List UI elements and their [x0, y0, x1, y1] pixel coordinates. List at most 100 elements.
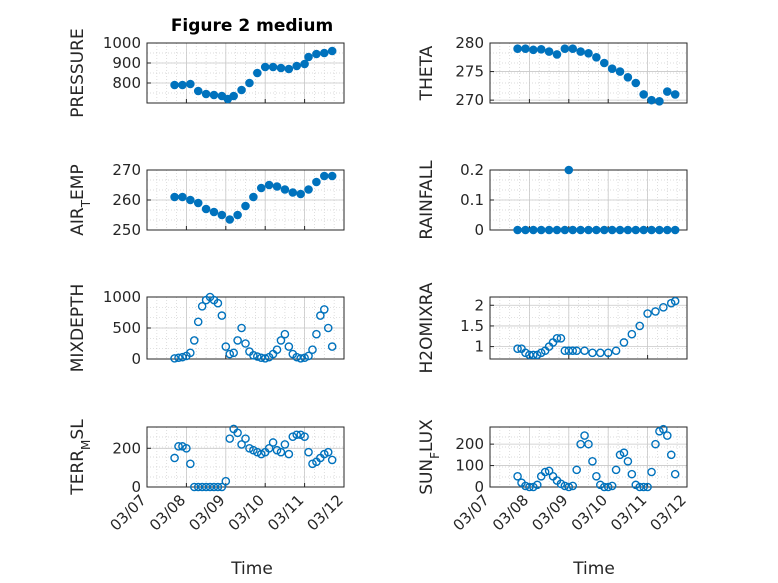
panel-air-temp-point [256, 183, 266, 193]
panel-terr-msl-point [233, 428, 242, 438]
panel-air-temp-point [296, 189, 305, 199]
panel-mixdepth-ytick-label: 500 [112, 319, 141, 337]
panel-pressure-point [237, 85, 246, 95]
panel-sun-flux-xtick-label: 03/10 [568, 491, 611, 534]
panel-theta-point [607, 64, 617, 74]
panel-rainfall-point [639, 225, 648, 235]
panel-air-temp-point [272, 182, 282, 191]
panel-air-temp-ytick-label: 270 [112, 161, 141, 179]
panel-terr-msl-point [237, 440, 246, 449]
panel-mixdepth-point [186, 348, 195, 358]
panel-sun-flux-point [536, 471, 546, 481]
panel-terr-msl-point [221, 476, 231, 486]
panel-sun-flux-point [588, 456, 597, 466]
panel-pressure-point [229, 91, 238, 101]
panel-air-temp-point [319, 171, 329, 181]
panel-rainfall-ylabel: RAINFALL [417, 160, 437, 240]
panel-terr-msl-point [304, 447, 313, 457]
panel-theta-point [544, 47, 554, 56]
panel-pressure-point [327, 46, 337, 56]
panel-rainfall-point [584, 225, 593, 235]
panel-theta-point [584, 48, 593, 58]
panel-mixdepth-point [280, 329, 290, 339]
panel-terr-msl-point [284, 449, 294, 459]
panel-sun-flux-point [643, 482, 652, 492]
panel-sun-flux-point [564, 482, 574, 492]
panel-sun-flux-point [666, 450, 676, 460]
panel-mixdepth-point [193, 317, 203, 327]
panel-terr-msl-point [217, 482, 227, 492]
panel-sun-flux-point [623, 456, 633, 466]
panel-pressure-ytick-label: 800 [112, 74, 141, 92]
panel-theta-ylabel: THETA [417, 45, 437, 101]
panel-h2omixra-point [635, 321, 645, 331]
panel-sun-flux-point [670, 469, 680, 479]
panel-rainfall-point [536, 225, 546, 235]
panel-mixdepth-ytick-label: 0 [131, 350, 141, 368]
panel-sun-flux-point [592, 471, 601, 481]
panel-mixdepth-ylabel: MIXDEPTH [68, 284, 88, 373]
panel-pressure-point [276, 63, 286, 73]
panel-sun-flux-point [651, 439, 660, 449]
panel-rainfall-ytick-label: 0.1 [460, 191, 484, 209]
panel-sun-flux-point [521, 481, 530, 491]
panel-mixdepth-point [300, 353, 309, 363]
panel-h2omixra-point [552, 334, 562, 343]
panel-h2omixra-point [568, 346, 578, 356]
panel-h2omixra-point [603, 348, 613, 358]
panel-terr-msl-point [241, 434, 250, 443]
panel-terr-msl-ylabel: TERRMSL [68, 419, 93, 496]
panel-sun-flux-point [568, 481, 578, 491]
panel-sun-flux-axes [489, 426, 688, 488]
panel-theta-axes [489, 42, 688, 104]
panel-terr-msl-point [182, 443, 191, 453]
panel-terr-msl-xtick-label: 03/12 [304, 491, 347, 534]
panel-theta-point [615, 67, 625, 76]
panel-sun-flux-xtick-label: 03/11 [607, 491, 650, 534]
panel-mixdepth-ytick-label: 1000 [103, 288, 141, 306]
panel-air-temp-point [225, 215, 235, 224]
panel-h2omixra-point [580, 346, 589, 356]
panel-sun-flux-point [627, 469, 637, 479]
panel-h2omixra-ytick-label: 2 [474, 296, 484, 314]
panel-theta-point [655, 96, 664, 106]
panel-sun-flux-point [525, 482, 534, 492]
panel-rainfall-point [552, 225, 562, 235]
panel-theta-point [663, 87, 672, 96]
panel-terr-msl-point [276, 447, 286, 457]
panel-sun-flux-point [513, 471, 522, 481]
panel-h2omixra-ytick-label: 1 [474, 338, 484, 356]
panel-pressure-point [245, 78, 254, 88]
panel-mixdepth-point [217, 311, 227, 320]
panel-rainfall-point [663, 225, 672, 235]
panel-pressure-point [170, 80, 179, 90]
panel-h2omixra-point [513, 344, 522, 353]
panel-h2omixra-ylabel: H2OMIXRA [417, 282, 437, 373]
panel-air-temp-point [288, 188, 298, 197]
panel-terr-msl-point [213, 482, 223, 492]
panel-mixdepth-point [170, 354, 179, 363]
panel-sun-flux-point [572, 465, 581, 475]
panel-terr-msl-ytick-label: 0 [131, 478, 141, 496]
panel-pressure-point [304, 52, 313, 62]
panel-terr-msl-point [300, 432, 309, 441]
panel-h2omixra-point [611, 346, 621, 356]
panel-h2omixra-point [643, 309, 652, 318]
panel-theta-point [560, 44, 570, 54]
panel-theta-ytick-label: 275 [455, 63, 484, 81]
panel-sun-flux-xtick-label: 03/09 [528, 491, 571, 534]
panel-mixdepth-point [178, 352, 187, 362]
panel-rainfall-point [631, 225, 641, 235]
panel-rainfall-point [513, 225, 522, 235]
panel-pressure-point [260, 62, 270, 72]
panel-rainfall-point [564, 165, 574, 175]
panel-mixdepth-point [272, 345, 282, 355]
panel-pressure-point [300, 59, 309, 69]
panel-mixdepth-point [256, 353, 266, 363]
panel-theta-point [592, 52, 601, 62]
panel-sun-flux-point [532, 480, 542, 490]
panel-terr-msl-xtick-label: 03/07 [107, 491, 150, 534]
panel-h2omixra-point [627, 329, 637, 339]
panel-air-temp-ytick-label: 250 [112, 221, 141, 239]
